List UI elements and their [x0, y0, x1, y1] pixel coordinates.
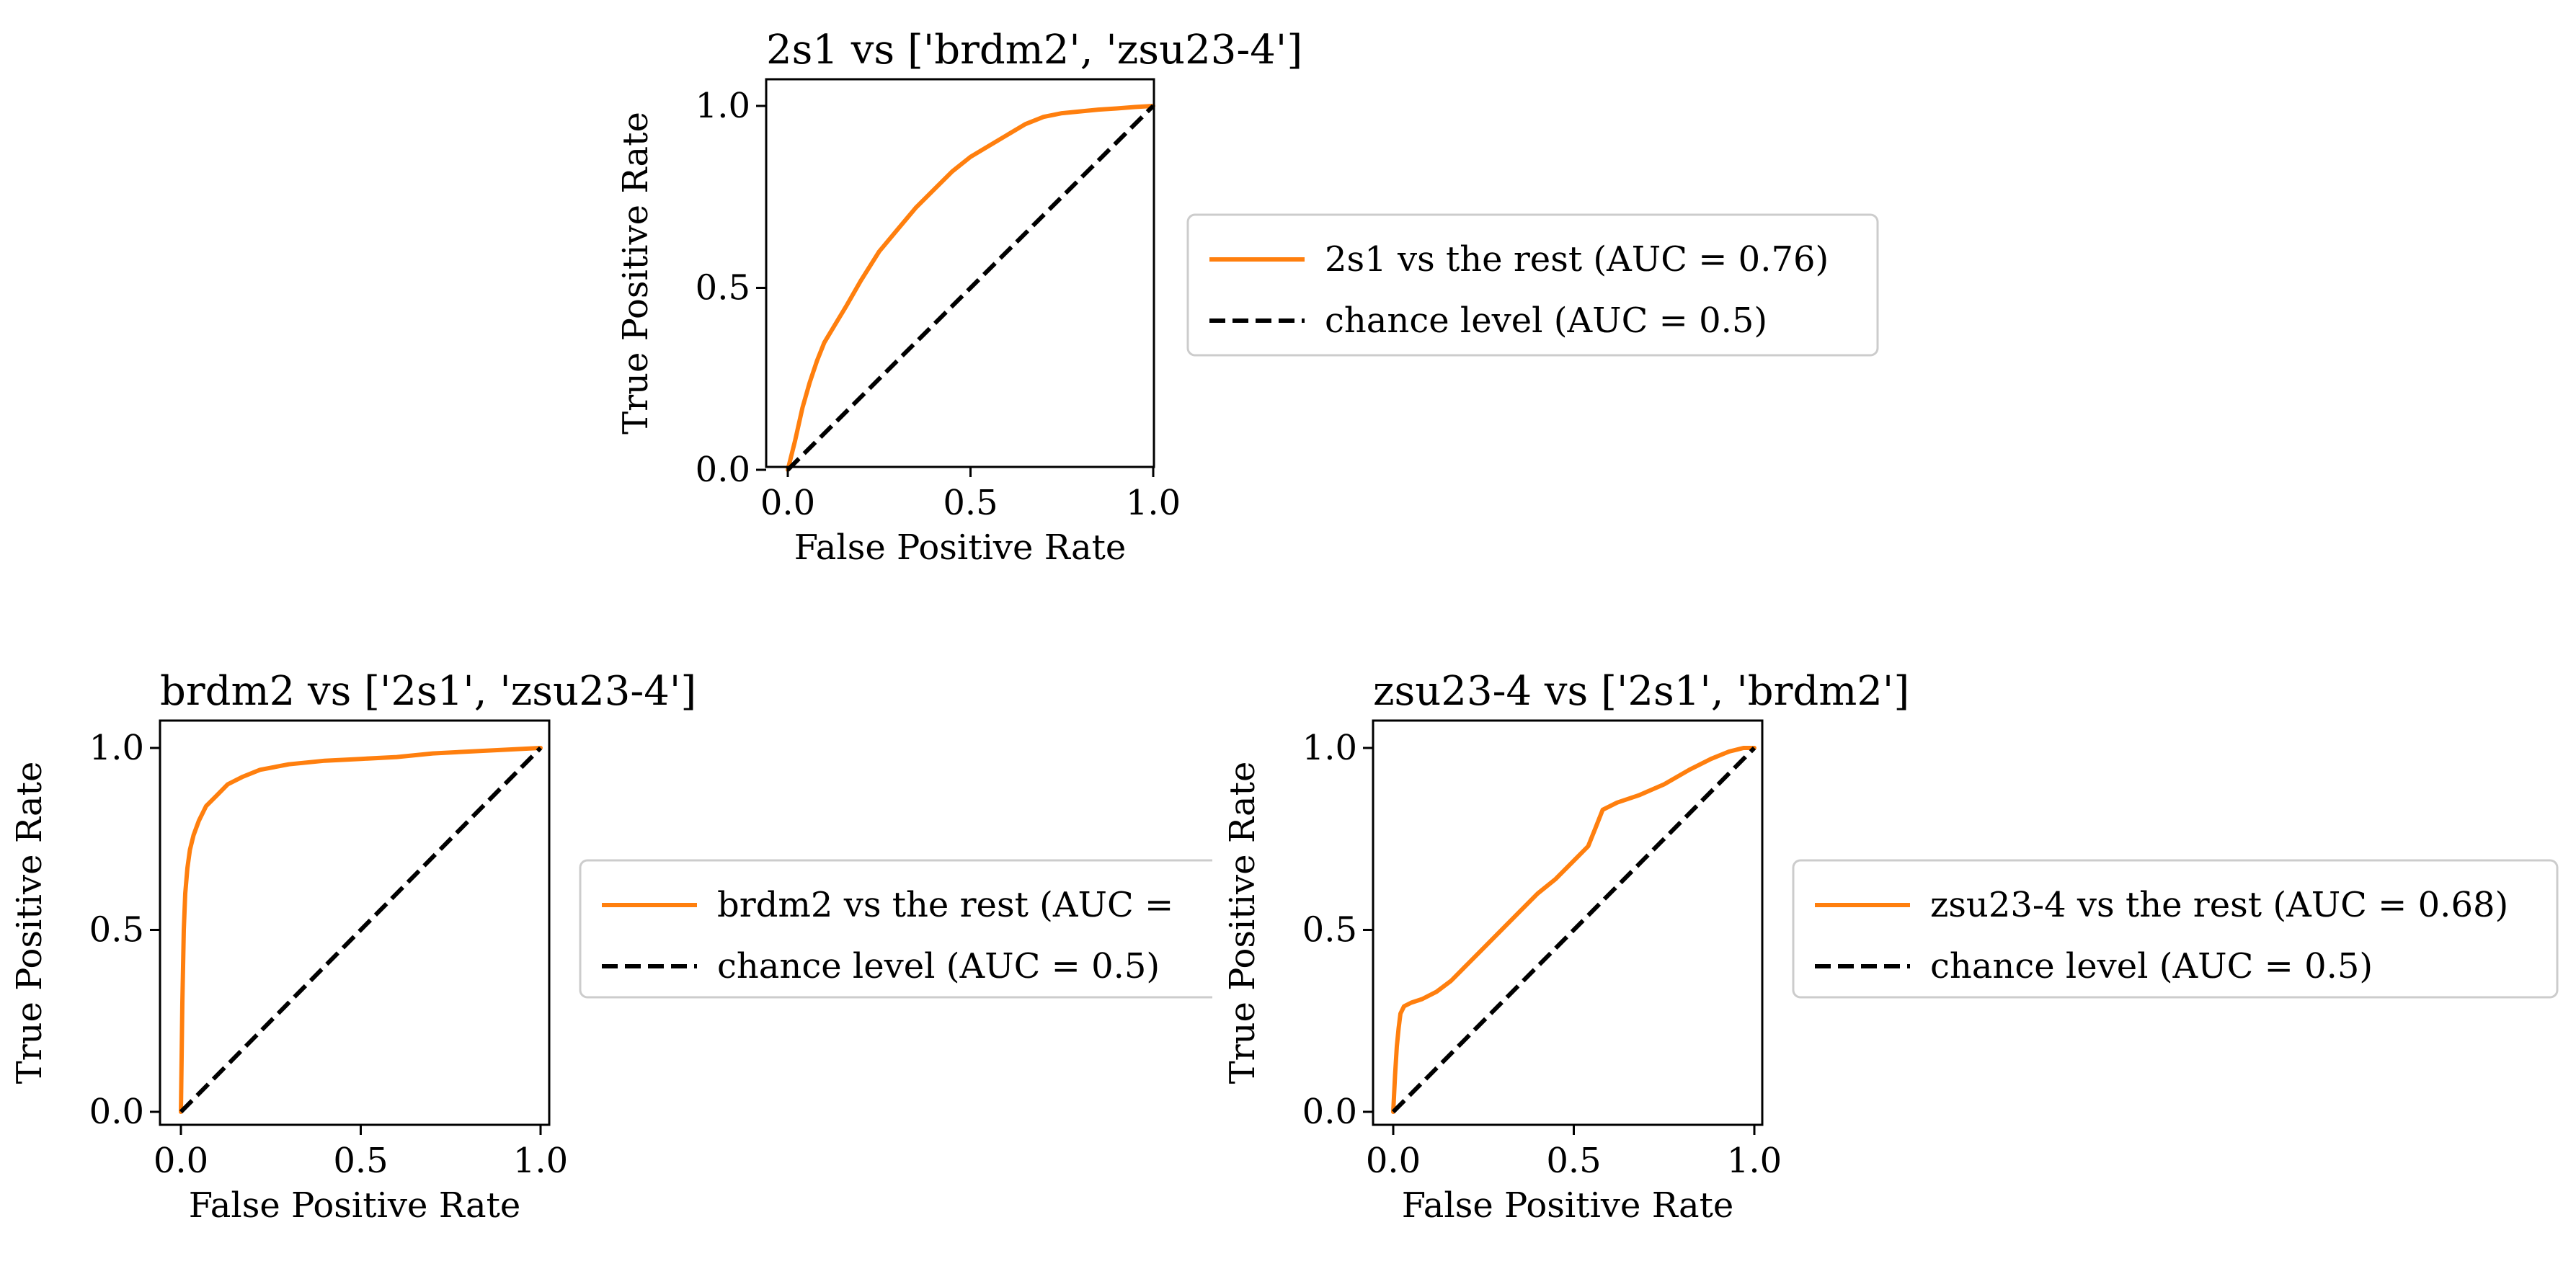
x-tick-label: 0.0	[1366, 1141, 1421, 1181]
x-tick-label: 1.0	[1126, 483, 1181, 523]
chart-title: zsu23-4 vs ['2s1', 'brdm2']	[1373, 668, 1909, 715]
roc-curve-line	[179, 746, 543, 1114]
chance-level-line	[1391, 746, 1756, 1114]
y-tick-label: 1.0	[1302, 728, 1357, 768]
y-tick-label: 0.0	[1302, 1092, 1357, 1132]
legend-box	[1792, 859, 2559, 999]
legend-entry-label: chance level (AUC = 0.5)	[1325, 300, 1767, 341]
y-tick-label: 0.5	[89, 910, 144, 950]
chart-panel-1: 2s1 vs ['brdm2', 'zsu23-4'] 0.0 0.5 1.0 0.0 0…	[616, 27, 1879, 568]
x-tick-label: 0.5	[943, 483, 998, 523]
x-axis-label: False Positive Rate	[1402, 1185, 1734, 1226]
legend-box	[1186, 213, 1879, 357]
legend: zsu23-4 vs the rest (AUC = 0.68) chance l…	[1792, 859, 2559, 999]
legend-entry-label: 2s1 vs the rest (AUC = 0.76)	[1325, 239, 1829, 280]
y-tick-label: 1.0	[696, 86, 750, 126]
chance-level-line	[179, 746, 543, 1114]
y-axis-label: True Positive Rate	[616, 112, 656, 435]
chart-panel-2: brdm2 vs ['2s1', 'zsu23-4'] 0.0 0.5 1.0 0.0 0…	[9, 668, 1212, 1226]
roc-curve-line	[1391, 746, 1756, 1114]
legend-box	[579, 859, 1212, 999]
chance-level-line	[786, 104, 1155, 472]
y-axis-label: True Positive Rate	[9, 762, 50, 1084]
legend-entry-label: chance level (AUC = 0.5)	[717, 946, 1160, 986]
roc-curve-line	[786, 104, 1155, 472]
legend-entry-label: zsu23-4 vs the rest (AUC = 0.68)	[1930, 885, 2508, 925]
legend: 2s1 vs the rest (AUC = 0.76) chance level…	[1186, 213, 1879, 357]
x-tick-label: 0.0	[760, 483, 815, 523]
y-tick-label: 0.0	[696, 450, 750, 490]
axes-frame	[765, 78, 1155, 468]
axes-frame	[1372, 719, 1764, 1126]
y-tick-label: 0.5	[696, 268, 750, 308]
x-tick-label: 1.0	[1727, 1141, 1782, 1181]
x-axis-label: False Positive Rate	[794, 527, 1127, 568]
legend-entry-label: brdm2 vs the rest (AUC =	[717, 885, 1173, 925]
x-tick-label: 1.0	[513, 1141, 568, 1181]
chart-panel-3: zsu23-4 vs ['2s1', 'brdm2'] 0.0 0.5 1.0 0.0 0…	[1222, 668, 2559, 1226]
axes-frame	[159, 719, 551, 1126]
x-tick-label: 0.0	[154, 1141, 208, 1181]
chart-title: brdm2 vs ['2s1', 'zsu23-4']	[160, 668, 696, 715]
x-tick-label: 0.5	[333, 1141, 388, 1181]
y-tick-label: 0.5	[1302, 910, 1357, 950]
legend-entry-label: chance level (AUC = 0.5)	[1930, 946, 2373, 986]
y-axis-label: True Positive Rate	[1222, 762, 1263, 1084]
y-tick-label: 0.0	[89, 1092, 144, 1132]
x-tick-label: 0.5	[1546, 1141, 1601, 1181]
y-tick-label: 1.0	[89, 728, 144, 768]
x-axis-label: False Positive Rate	[189, 1185, 521, 1226]
legend: brdm2 vs the rest (AUC = chance level (AU…	[579, 859, 1212, 999]
chart-title: 2s1 vs ['brdm2', 'zsu23-4']	[766, 27, 1302, 73]
